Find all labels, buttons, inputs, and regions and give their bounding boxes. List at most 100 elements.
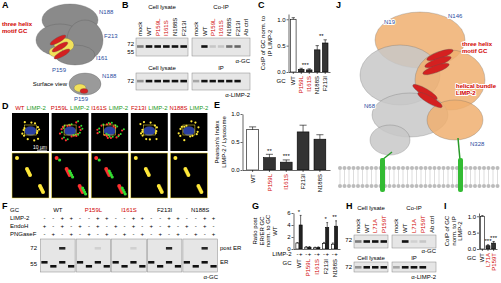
lipid-head (415, 184, 419, 188)
x-tick: F213I (300, 170, 306, 189)
dot (75, 121, 77, 123)
lipid-head (392, 166, 396, 170)
dot (79, 132, 81, 134)
x-tick: N188S (317, 170, 323, 192)
text-line: helical bundle (456, 83, 497, 89)
error-cap (314, 247, 316, 248)
series-label: + (325, 251, 329, 257)
band (148, 261, 154, 264)
error-bar (323, 242, 325, 243)
error-cap (481, 215, 483, 216)
dot (149, 138, 151, 140)
tick-mark (292, 249, 294, 250)
dot (106, 133, 108, 135)
series-label: + (334, 251, 338, 257)
dot (112, 136, 114, 138)
dot (181, 126, 183, 128)
error-cap (323, 242, 325, 243)
image (12, 113, 49, 151)
dot (194, 121, 196, 123)
sign: - (186, 231, 188, 237)
lipid-head (343, 166, 347, 170)
lipid-head (433, 184, 437, 188)
dot (62, 126, 64, 128)
sign: - (88, 223, 90, 229)
band (193, 265, 199, 268)
lipid-tail (407, 170, 408, 184)
lipid-tail (403, 170, 404, 184)
image (52, 113, 89, 151)
dot (183, 126, 185, 128)
lipid-head (370, 166, 374, 170)
lane-label: Ab ctrl (429, 216, 435, 233)
axis-title-line: norm. to GC (265, 214, 271, 247)
band (193, 80, 199, 83)
error-cap (317, 246, 319, 247)
band (166, 247, 172, 250)
lane-label: WT (146, 26, 152, 36)
dot (109, 123, 111, 125)
row-label: EndoH (10, 223, 28, 229)
lipid-head (338, 184, 342, 188)
dot (178, 132, 180, 134)
dot (118, 134, 120, 136)
axis-title-line: Pearson's Index (214, 121, 220, 164)
tick-mark (241, 142, 243, 143)
dot (123, 128, 125, 130)
band (68, 265, 74, 268)
band (202, 247, 208, 250)
dot (113, 125, 115, 127)
y-tick: 1.0 (231, 111, 242, 117)
figure: ABCDEFGHIJN188F213I161P159three helixmot… (0, 0, 501, 283)
helix (422, 61, 451, 77)
dot (78, 126, 80, 128)
lipid-tail (439, 170, 440, 184)
x-tick: I161S (283, 170, 289, 190)
group-label: I161S (121, 207, 137, 213)
blot-header: Cell lysate (357, 255, 385, 261)
lipid-head (415, 166, 419, 170)
tick-label: P159L (267, 173, 273, 191)
band (226, 80, 232, 83)
axis-title-group: Pearson's IndexLIMP-2 / Lysosome (214, 116, 227, 168)
dot (78, 184, 82, 188)
band (175, 265, 181, 268)
significance: ** (319, 33, 324, 39)
lipid-tail (353, 170, 354, 184)
antibody: α-LIMP-2 (411, 274, 436, 280)
sign: - (159, 215, 161, 221)
error-line (297, 242, 298, 243)
image-zoom (12, 153, 49, 198)
lipid-head (428, 166, 432, 170)
y-axis-title: CoIP of GC norm. toIP LIMP-2 (260, 15, 273, 70)
error-cap (249, 126, 256, 127)
error-bar (316, 135, 323, 139)
lipid-tail (434, 170, 435, 184)
text-line: LIMP-2 (456, 90, 476, 96)
error-line (325, 40, 326, 43)
dot (80, 125, 82, 127)
lipid-tail (394, 170, 395, 184)
lipid-tail (344, 170, 345, 184)
sign: - (61, 231, 63, 237)
sign: - (204, 231, 206, 237)
header-part: LIMP-2 (70, 105, 90, 111)
dot (24, 121, 26, 123)
nucleus (104, 127, 116, 136)
sign: + (60, 223, 64, 229)
band (95, 247, 101, 250)
dot (197, 126, 199, 128)
blot (192, 73, 250, 90)
dot (25, 167, 29, 171)
sign: + (87, 231, 91, 237)
tick-mark (286, 170, 287, 172)
image-zoom (52, 153, 89, 198)
sign: + (69, 231, 73, 237)
size-marker: 72 (345, 264, 352, 270)
tick-label: P159T (491, 253, 497, 271)
header-part: F213I (131, 105, 147, 111)
lipid-head (424, 184, 428, 188)
lipid-head (473, 166, 477, 170)
dot (38, 128, 40, 130)
zoom-frame (25, 125, 37, 135)
